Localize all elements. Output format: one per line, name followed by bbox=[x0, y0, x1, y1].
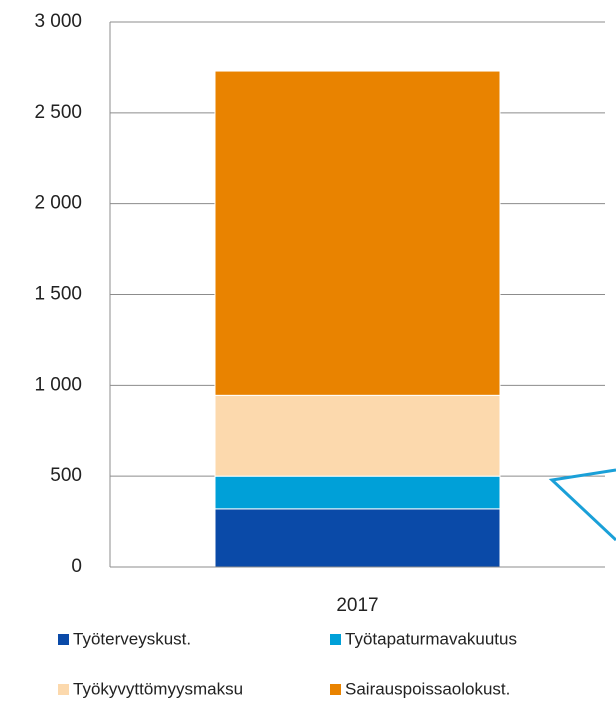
y-tick-label: 0 bbox=[71, 556, 82, 577]
x-tick-label: 2017 bbox=[336, 595, 378, 616]
legend-swatch bbox=[330, 684, 341, 695]
y-tick-label: 500 bbox=[50, 465, 82, 486]
bar-segment bbox=[214, 394, 501, 477]
legend-label: Työtapaturmavakuutus bbox=[345, 629, 517, 648]
bar-segment bbox=[214, 508, 501, 568]
legend-label: Sairauspoissaolokust. bbox=[345, 679, 510, 698]
bar-segment bbox=[214, 70, 501, 396]
y-tick-label: 1 500 bbox=[34, 284, 82, 305]
y-tick-label: 3 000 bbox=[34, 11, 82, 32]
y-tick-label: 2 500 bbox=[34, 102, 82, 123]
legend-swatch bbox=[58, 684, 69, 695]
legend-swatch bbox=[330, 634, 341, 645]
y-tick-label: 2 000 bbox=[34, 193, 82, 214]
legend-label: Työkyvyttömyysmaksu bbox=[73, 679, 243, 698]
legend-swatch bbox=[58, 634, 69, 645]
legend-label: Työterveyskust. bbox=[73, 629, 191, 648]
y-tick-label: 1 000 bbox=[34, 374, 82, 395]
callout bbox=[548, 468, 616, 542]
bar-segment bbox=[214, 475, 501, 510]
